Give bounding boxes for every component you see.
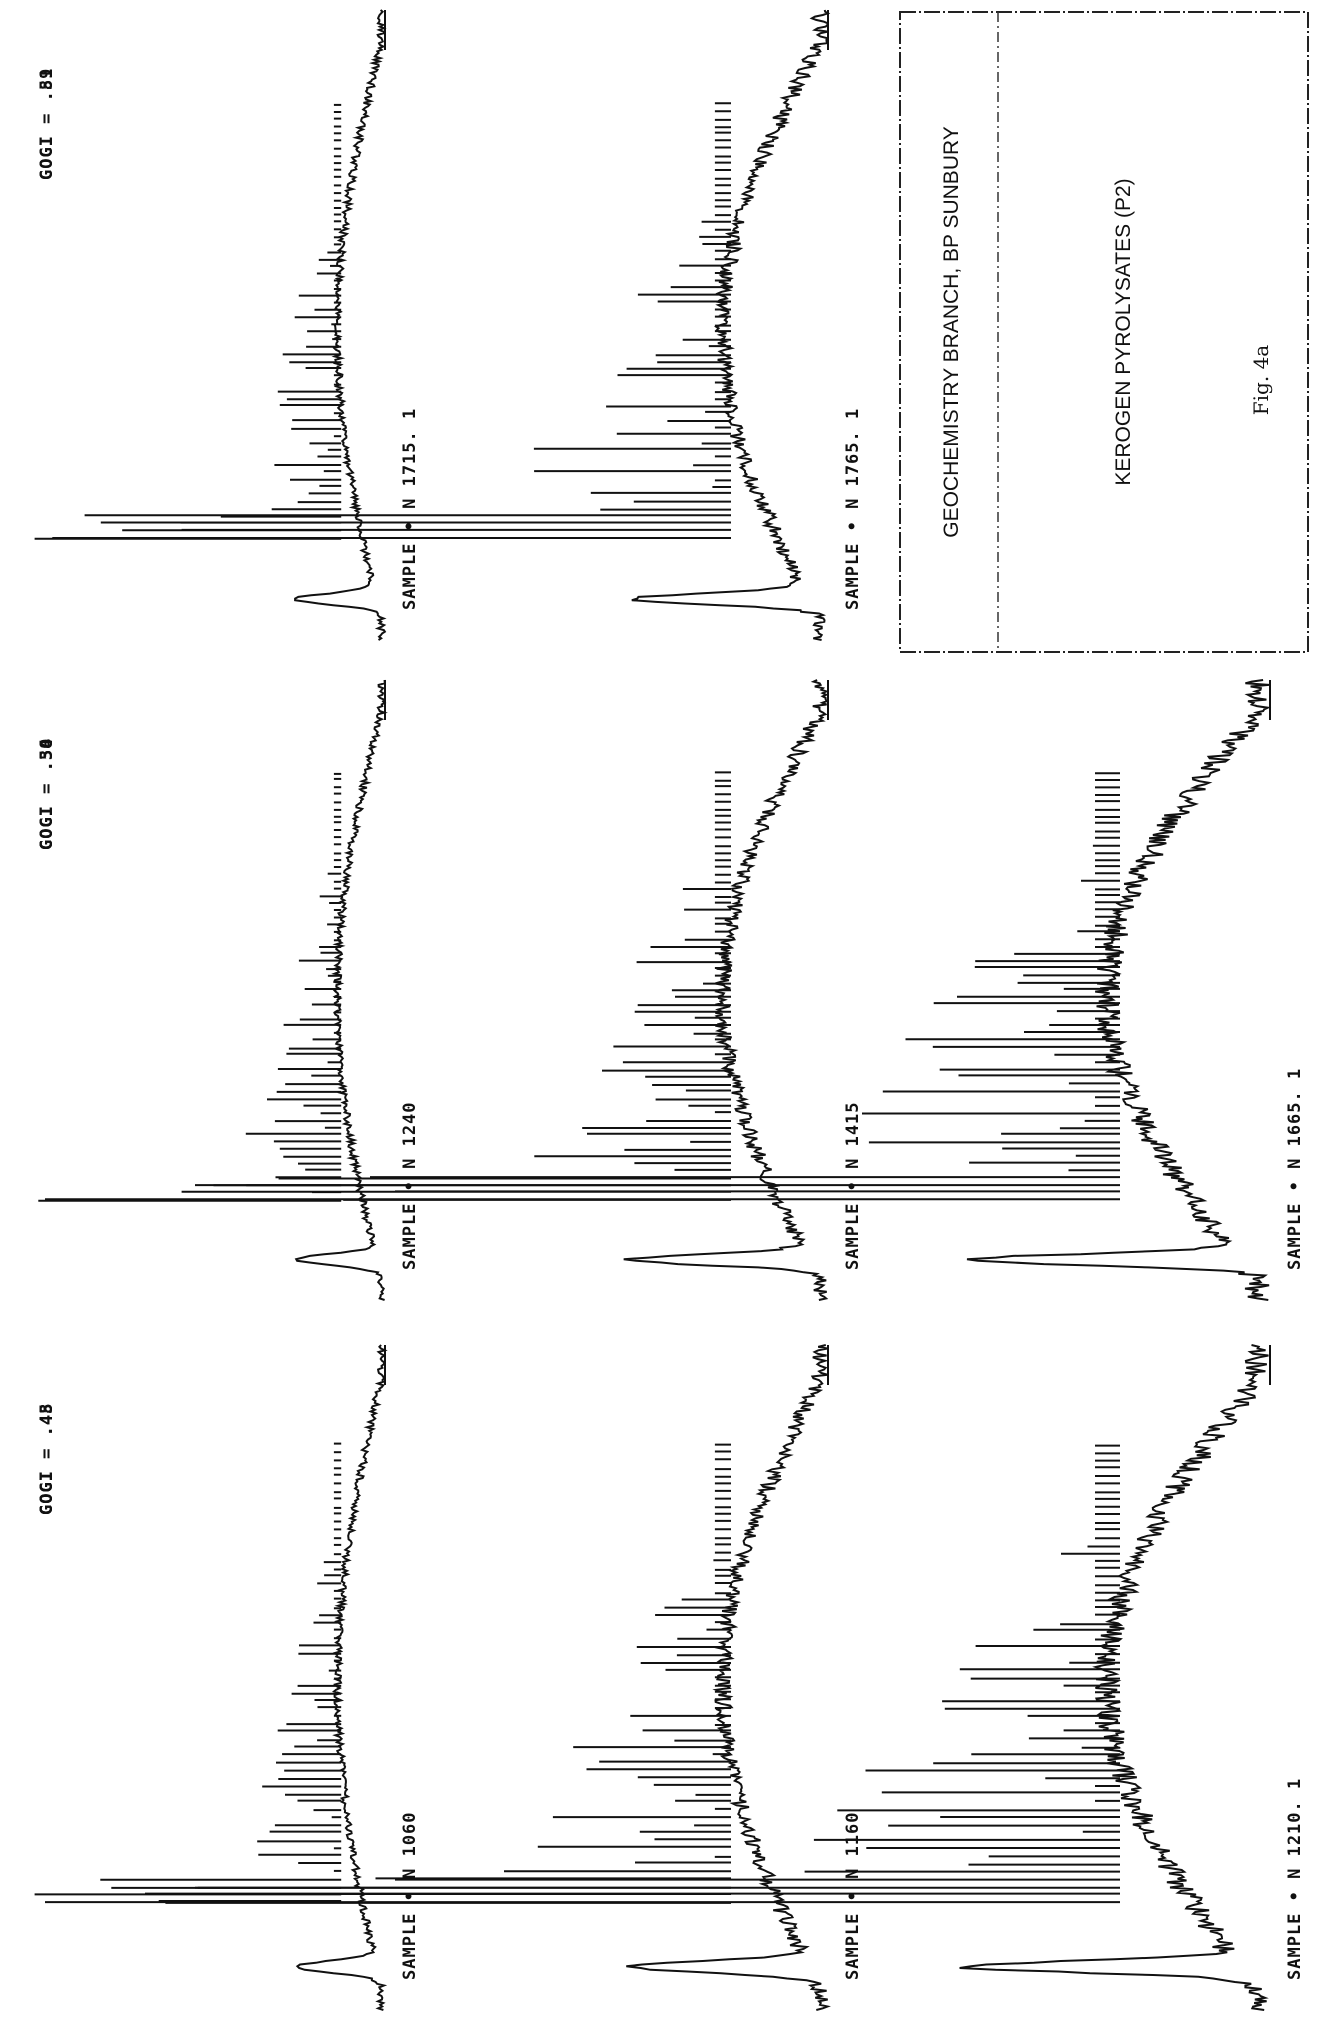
title-box-line2: KEROGEN PYROLYSATES (P2)	[1112, 178, 1135, 485]
chromatogram-panel: SAMPLE • N 1210. 1 GOGI = .45	[37, 1344, 1305, 2011]
sample-label: SAMPLE • N 1060	[400, 1811, 420, 1980]
chromatogram-panel: SAMPLE • N 1160 GOGI = .43	[37, 1344, 863, 2011]
figure-label: Fig. 4a	[1249, 345, 1273, 416]
sample-label: SAMPLE • N 1765. 1	[843, 408, 863, 610]
chromatogram-trace	[966, 679, 1272, 1301]
title-box-line1: GEOCHEMISTRY BRANCH, BP SUNBURY	[940, 126, 963, 538]
gogi-label: GOGI = .43	[37, 1403, 57, 1515]
chromatogram-panel: SAMPLE • N 1665. 1 GOGI = .54	[37, 679, 1305, 1301]
gogi-label: GOGI = .50	[37, 738, 57, 850]
chromatogram-panels: SAMPLE • N 1060 GOGI = .48 SAMPLE • N 1240…	[34, 9, 1305, 2011]
sample-label: SAMPLE • N 1665. 1	[1285, 1068, 1305, 1270]
sample-label: SAMPLE • N 1160	[843, 1811, 863, 1980]
title-box: GEOCHEMISTRY BRANCH, BP SUNBURY KEROGEN …	[899, 11, 1309, 653]
chromatogram-trace	[295, 1344, 388, 2011]
gogi-label: GOGI = .51	[37, 68, 57, 180]
chromatogram-trace	[959, 1344, 1269, 2011]
gogi-label: GOGI = .45	[37, 1403, 57, 1515]
sample-label: SAMPLE • N 1715. 1	[400, 408, 420, 610]
gogi-label: GOGI = .54	[37, 738, 57, 850]
chromatogram-panel: SAMPLE • N 1765. 1 GOGI = .51	[37, 9, 863, 641]
chromatogram-panel: SAMPLE • N 1060 GOGI = .48	[34, 1344, 420, 2011]
gogi-label: GOGI = .89	[37, 68, 57, 180]
title-box-frame	[899, 11, 1309, 653]
gogi-label: GOGI = .38	[37, 738, 57, 850]
gogi-label: GOGI = .48	[37, 1403, 57, 1515]
sample-label: SAMPLE • N 1210. 1	[1285, 1778, 1305, 1980]
chromatogram-panel: SAMPLE • N 1715. 1 GOGI = .89	[34, 9, 420, 641]
